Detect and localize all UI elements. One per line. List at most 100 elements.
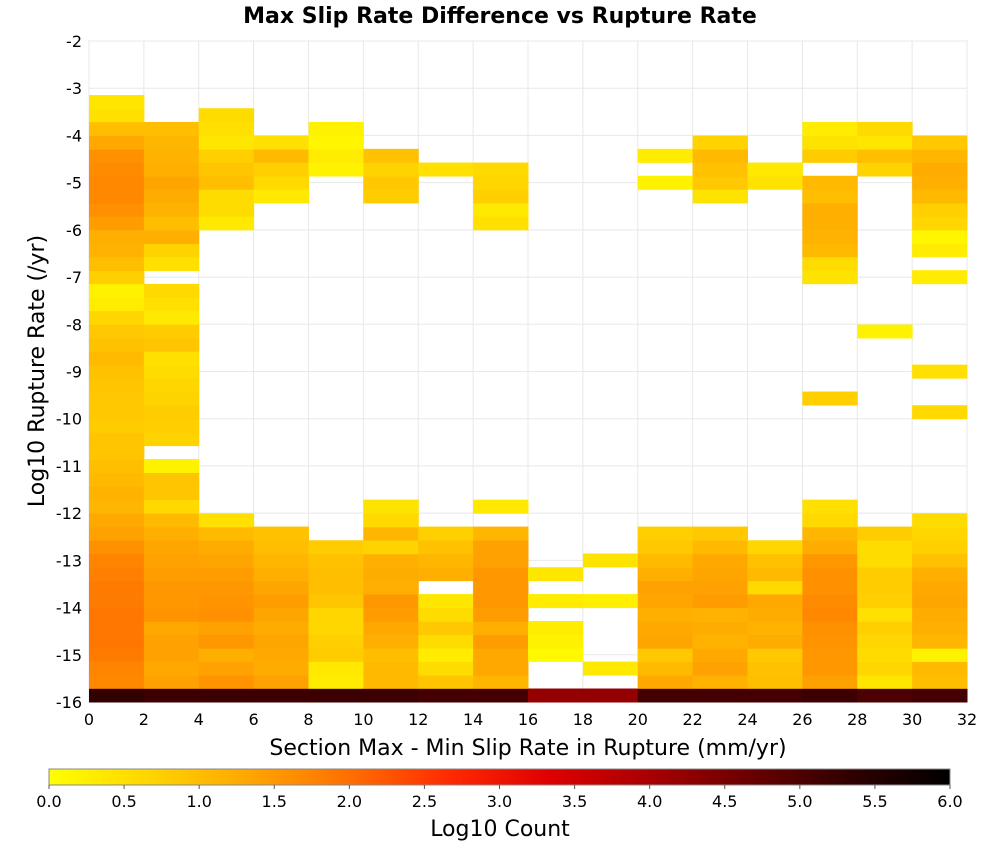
- heatmap-cell: [912, 162, 968, 177]
- heatmap-cell: [528, 567, 584, 582]
- heatmap-cell: [473, 674, 529, 689]
- x-tick-label: 4: [194, 710, 204, 729]
- heatmap-cell: [802, 567, 858, 582]
- heatmap-cell: [143, 567, 200, 582]
- heatmap-cell: [857, 148, 913, 163]
- heatmap-cell: [857, 553, 913, 568]
- heatmap-cell: [473, 202, 529, 217]
- heatmap-cell: [912, 175, 968, 190]
- heatmap-cell: [308, 607, 364, 622]
- heatmap-cell: [473, 162, 529, 177]
- heatmap-cell: [89, 324, 145, 339]
- heatmap-cell: [143, 688, 200, 703]
- heatmap-cell: [912, 688, 968, 703]
- heatmap-cell: [308, 674, 364, 689]
- heatmap-cell: [89, 310, 145, 325]
- heatmap-cell: [637, 553, 694, 568]
- heatmap-cell: [912, 270, 968, 285]
- heatmap-cell: [637, 674, 694, 689]
- x-axis-label: Section Max - Min Slip Rate in Rupture (…: [269, 736, 786, 761]
- heatmap-cell: [308, 634, 364, 649]
- heatmap-cell: [473, 540, 529, 555]
- heatmap-cell: [253, 674, 309, 689]
- heatmap-cell: [363, 647, 419, 662]
- heatmap-cell: [253, 135, 309, 150]
- heatmap-cell: [89, 175, 145, 190]
- heatmap-cell: [89, 337, 145, 352]
- heatmap-cell: [473, 594, 529, 609]
- heatmap-cell: [418, 553, 474, 568]
- heatmap-cell: [692, 634, 748, 649]
- y-tick-label: -4: [66, 126, 82, 145]
- heatmap-cell: [198, 688, 255, 703]
- heatmap-cell: [473, 647, 529, 662]
- heatmap-cell: [637, 620, 694, 635]
- heatmap-cell: [692, 162, 748, 177]
- heatmap-cell: [308, 553, 364, 568]
- heatmap-cell: [802, 270, 858, 285]
- heatmap-cell: [912, 647, 968, 662]
- heatmap-cell: [308, 647, 364, 662]
- heatmap-cell: [253, 580, 309, 595]
- heatmap-cell: [89, 162, 145, 177]
- heatmap-cell: [89, 485, 145, 500]
- heatmap-cell: [143, 499, 200, 514]
- heatmap-cell: [143, 256, 200, 271]
- heatmap-cell: [857, 594, 913, 609]
- heatmap-cell: [253, 175, 309, 190]
- x-tick-label: 12: [408, 710, 428, 729]
- y-axis-label: Log10 Rupture Rate (/yr): [25, 235, 50, 507]
- heatmap-cell: [143, 283, 200, 298]
- heatmap-cell: [802, 553, 858, 568]
- heatmap-cell: [89, 634, 145, 649]
- heatmap-cell: [747, 620, 803, 635]
- heatmap-cell: [363, 553, 419, 568]
- heatmap-cell: [692, 567, 748, 582]
- y-tick-label: -6: [66, 221, 82, 240]
- colorbar-tick-label: 2.5: [412, 792, 437, 811]
- heatmap-cell: [89, 432, 145, 447]
- heatmap-cell: [143, 405, 200, 420]
- heatmap-cell: [912, 620, 968, 635]
- heatmap-cell: [198, 580, 255, 595]
- heatmap-cell: [857, 580, 913, 595]
- y-tick-label: -7: [66, 268, 82, 287]
- heatmap-cell: [473, 688, 529, 703]
- y-tick-label: -11: [56, 457, 82, 476]
- heatmap-cell: [802, 499, 858, 514]
- heatmap-cell: [198, 121, 255, 136]
- chart-title: Max Slip Rate Difference vs Rupture Rate: [243, 4, 757, 29]
- heatmap-cell: [308, 162, 364, 177]
- heatmap-cell: [637, 175, 694, 190]
- heatmap-cell: [363, 620, 419, 635]
- heatmap-cell: [692, 175, 748, 190]
- heatmap-cell: [747, 175, 803, 190]
- heatmap-cell: [692, 620, 748, 635]
- colorbar: [48, 768, 951, 786]
- heatmap-cell: [143, 337, 200, 352]
- y-tick-label: -2: [66, 32, 82, 51]
- heatmap-cell: [528, 688, 584, 703]
- heatmap-cells: [89, 95, 968, 703]
- heatmap-cell: [747, 688, 803, 703]
- heatmap-cell: [363, 189, 419, 204]
- x-tick-label: 18: [573, 710, 593, 729]
- heatmap-cell: [637, 594, 694, 609]
- heatmap-cell: [528, 594, 584, 609]
- heatmap-cell: [143, 661, 200, 676]
- heatmap-cell: [802, 674, 858, 689]
- heatmap-cell: [198, 594, 255, 609]
- heatmap-cell: [912, 202, 968, 217]
- heatmap-cell: [912, 661, 968, 676]
- y-tick-labels: -2 -3 -4 -5 -6 -7 -8 -9 -10 -11 -12 -13 -14 -15 -16: [56, 32, 82, 712]
- x-tick-label: 8: [303, 710, 313, 729]
- heatmap-cell: [363, 594, 419, 609]
- heatmap-cell: [473, 553, 529, 568]
- heatmap-cell: [747, 580, 803, 595]
- heatmap-cell: [253, 634, 309, 649]
- colorbar-tick-label: 2.0: [337, 792, 362, 811]
- heatmap-cell: [198, 526, 255, 541]
- heatmap-cell: [912, 243, 968, 258]
- x-tick-label: 28: [847, 710, 867, 729]
- heatmap-cell: [89, 620, 145, 635]
